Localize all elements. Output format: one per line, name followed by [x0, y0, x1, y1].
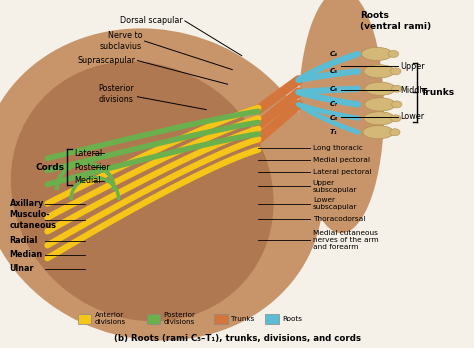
Text: Medial cutaneous
nerves of the arm
and forearm: Medial cutaneous nerves of the arm and f… — [313, 230, 379, 250]
Text: Upper
subscapular: Upper subscapular — [313, 180, 357, 193]
Ellipse shape — [391, 68, 401, 75]
Bar — [214, 314, 228, 324]
Bar — [147, 314, 160, 324]
Ellipse shape — [390, 129, 400, 136]
Text: Nerve to
subclavius: Nerve to subclavius — [100, 31, 142, 51]
Text: Trunks: Trunks — [421, 88, 455, 97]
Text: Axillary: Axillary — [9, 199, 44, 208]
Ellipse shape — [0, 29, 323, 340]
Text: Roots
(ventral rami): Roots (ventral rami) — [360, 11, 431, 31]
Text: Lateral: Lateral — [74, 149, 102, 158]
Ellipse shape — [362, 47, 392, 61]
Text: C₈: C₈ — [329, 115, 337, 121]
Text: Posterior
divisions: Posterior divisions — [98, 84, 134, 104]
Text: Long thoracic: Long thoracic — [313, 145, 363, 151]
Text: C₅: C₅ — [329, 68, 337, 74]
Ellipse shape — [299, 0, 384, 233]
Ellipse shape — [392, 85, 402, 92]
Text: Median: Median — [9, 250, 43, 259]
Text: Lower: Lower — [401, 112, 425, 121]
Text: Lateral pectoral: Lateral pectoral — [313, 169, 371, 175]
Bar — [78, 314, 91, 324]
Text: Thoracodorsal: Thoracodorsal — [313, 215, 365, 222]
Bar — [265, 314, 279, 324]
Text: Middle: Middle — [401, 86, 427, 95]
Text: Roots: Roots — [282, 316, 302, 322]
Ellipse shape — [392, 101, 402, 108]
Ellipse shape — [364, 112, 394, 125]
Text: Medial pectoral: Medial pectoral — [313, 157, 370, 163]
Ellipse shape — [11, 62, 273, 321]
Text: Trunks: Trunks — [231, 316, 254, 322]
Text: Suprascapular: Suprascapular — [77, 56, 135, 65]
Text: Medial: Medial — [74, 176, 101, 185]
Text: Radial: Radial — [9, 236, 38, 245]
Text: Dorsal scapular: Dorsal scapular — [120, 16, 182, 25]
Text: T₁: T₁ — [329, 129, 337, 135]
Ellipse shape — [364, 65, 394, 78]
Text: Ulnar: Ulnar — [9, 264, 34, 273]
Ellipse shape — [391, 115, 401, 122]
Text: Anterior
divisions: Anterior divisions — [95, 312, 126, 325]
Text: C₇: C₇ — [329, 101, 337, 108]
Ellipse shape — [363, 126, 394, 139]
Text: (b) Roots (rami C₅–T₁), trunks, divisions, and cords: (b) Roots (rami C₅–T₁), trunks, division… — [113, 334, 361, 343]
Text: Lower
subscapular: Lower subscapular — [313, 197, 357, 210]
Text: Posterior
divisions: Posterior divisions — [164, 312, 196, 325]
Text: Musculo-
cutaneous: Musculo- cutaneous — [9, 210, 56, 230]
Ellipse shape — [388, 50, 399, 57]
Ellipse shape — [365, 82, 395, 95]
Text: Cords: Cords — [36, 163, 65, 172]
Text: Posterior: Posterior — [74, 163, 110, 172]
Ellipse shape — [365, 98, 395, 111]
Text: C₆: C₆ — [329, 86, 337, 92]
Text: Upper: Upper — [401, 62, 425, 71]
Text: C₄: C₄ — [329, 51, 337, 57]
